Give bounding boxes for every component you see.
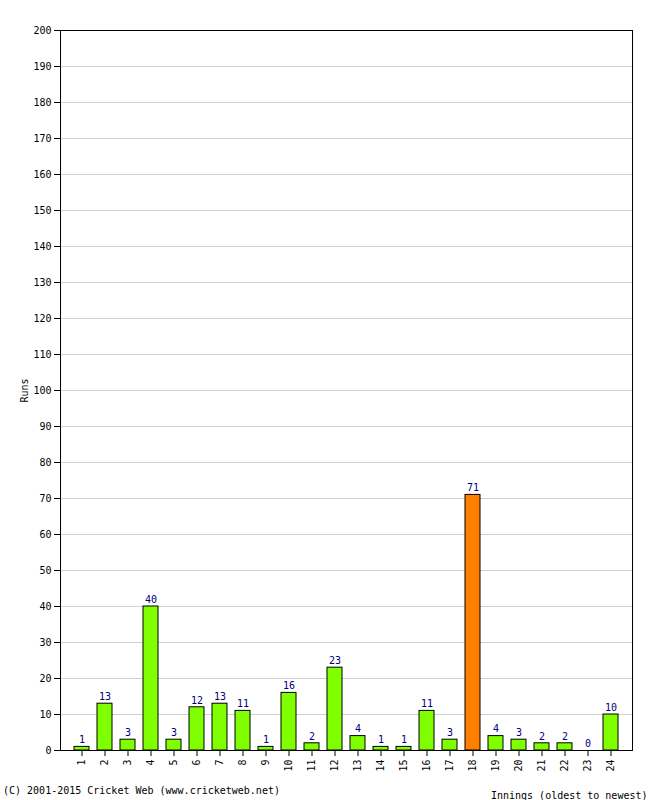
svg-text:24: 24 bbox=[605, 760, 616, 772]
svg-text:13: 13 bbox=[99, 691, 111, 702]
svg-text:180: 180 bbox=[33, 97, 51, 108]
svg-text:1: 1 bbox=[401, 734, 407, 745]
svg-text:140: 140 bbox=[33, 241, 51, 252]
svg-text:9: 9 bbox=[260, 760, 271, 766]
svg-text:80: 80 bbox=[39, 457, 51, 468]
svg-text:1: 1 bbox=[79, 734, 85, 745]
svg-text:Innings (oldest to newest): Innings (oldest to newest) bbox=[491, 790, 648, 800]
svg-text:50: 50 bbox=[39, 565, 51, 576]
svg-text:8: 8 bbox=[237, 760, 248, 766]
svg-text:10: 10 bbox=[283, 760, 294, 772]
svg-text:3: 3 bbox=[171, 727, 177, 738]
svg-text:1: 1 bbox=[378, 734, 384, 745]
svg-text:1: 1 bbox=[263, 734, 269, 745]
svg-text:120: 120 bbox=[33, 313, 51, 324]
svg-text:3: 3 bbox=[447, 727, 453, 738]
svg-text:190: 190 bbox=[33, 61, 51, 72]
svg-text:100: 100 bbox=[33, 385, 51, 396]
svg-text:3: 3 bbox=[125, 727, 131, 738]
svg-text:30: 30 bbox=[39, 637, 51, 648]
svg-text:40: 40 bbox=[39, 601, 51, 612]
svg-text:14: 14 bbox=[375, 760, 386, 772]
svg-text:4: 4 bbox=[355, 723, 361, 734]
svg-text:0: 0 bbox=[585, 738, 591, 749]
svg-text:7: 7 bbox=[214, 760, 225, 766]
svg-text:23: 23 bbox=[582, 760, 593, 772]
svg-text:2: 2 bbox=[309, 731, 315, 742]
svg-text:3: 3 bbox=[122, 760, 133, 766]
svg-text:6: 6 bbox=[191, 760, 202, 766]
svg-text:1: 1 bbox=[76, 760, 87, 766]
svg-text:4: 4 bbox=[145, 760, 156, 766]
svg-text:70: 70 bbox=[39, 493, 51, 504]
svg-text:21: 21 bbox=[536, 760, 547, 772]
svg-text:10: 10 bbox=[605, 702, 617, 713]
svg-text:15: 15 bbox=[398, 760, 409, 772]
svg-text:23: 23 bbox=[329, 655, 341, 666]
svg-text:12: 12 bbox=[329, 760, 340, 772]
svg-text:11: 11 bbox=[421, 698, 433, 709]
svg-text:2: 2 bbox=[562, 731, 568, 742]
svg-text:5: 5 bbox=[168, 760, 179, 766]
svg-text:Runs: Runs bbox=[19, 378, 30, 402]
svg-text:13: 13 bbox=[214, 691, 226, 702]
svg-text:2: 2 bbox=[99, 760, 110, 766]
svg-text:13: 13 bbox=[352, 760, 363, 772]
svg-text:150: 150 bbox=[33, 205, 51, 216]
svg-text:130: 130 bbox=[33, 277, 51, 288]
svg-text:40: 40 bbox=[145, 594, 157, 605]
svg-text:71: 71 bbox=[467, 482, 479, 493]
svg-text:17: 17 bbox=[444, 760, 455, 772]
svg-text:20: 20 bbox=[39, 673, 51, 684]
html-text:(C) 2001-2015 Cricket Web (www: (C) 2001-2015 Cricket Web (www.cricketwe… bbox=[3, 785, 280, 796]
svg-text:4: 4 bbox=[493, 723, 499, 734]
svg-text:60: 60 bbox=[39, 529, 51, 540]
svg-text:22: 22 bbox=[559, 760, 570, 772]
svg-text:110: 110 bbox=[33, 349, 51, 360]
svg-text:20: 20 bbox=[513, 760, 524, 772]
svg-text:2: 2 bbox=[539, 731, 545, 742]
svg-text:170: 170 bbox=[33, 133, 51, 144]
svg-text:10: 10 bbox=[39, 709, 51, 720]
svg-text:16: 16 bbox=[421, 760, 432, 772]
svg-text:18: 18 bbox=[467, 760, 478, 772]
svg-text:12: 12 bbox=[191, 695, 203, 706]
svg-text:0: 0 bbox=[45, 745, 51, 756]
svg-text:19: 19 bbox=[490, 760, 501, 772]
svg-text:16: 16 bbox=[283, 680, 295, 691]
svg-text:90: 90 bbox=[39, 421, 51, 432]
svg-text:11: 11 bbox=[306, 760, 317, 772]
svg-text:3: 3 bbox=[516, 727, 522, 738]
svg-text:11: 11 bbox=[237, 698, 249, 709]
svg-text:160: 160 bbox=[33, 169, 51, 180]
svg-text:200: 200 bbox=[33, 25, 51, 36]
